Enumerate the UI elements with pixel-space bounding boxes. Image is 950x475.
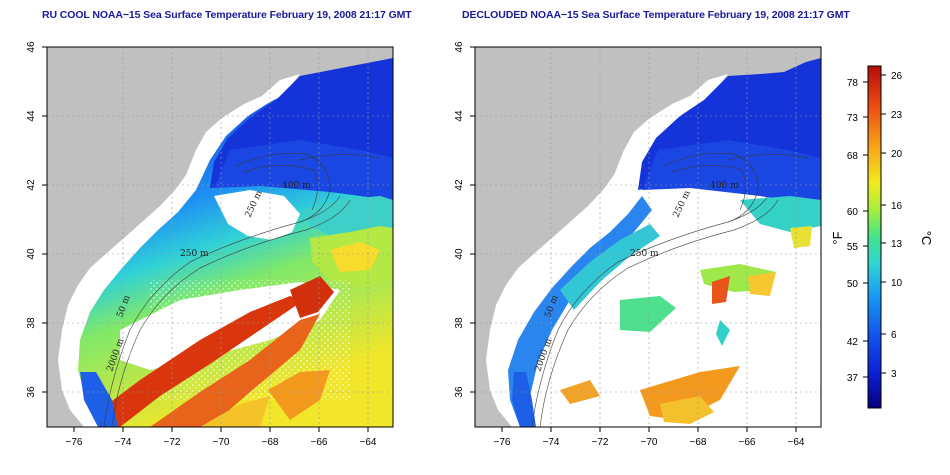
fahrenheit-tick-label: 68	[847, 151, 859, 162]
x-tick-label: −68	[262, 437, 279, 448]
celsius-tick-label: 20	[891, 149, 903, 160]
contour-label: 250 m	[180, 249, 209, 259]
graticule-right	[475, 47, 821, 427]
bathymetry-contours	[531, 152, 809, 427]
y-tick-label: 46	[26, 41, 37, 53]
x-tick-label: −68	[690, 437, 707, 448]
celsius-tick-label: 23	[891, 110, 903, 121]
y-tick-label: 42	[454, 179, 465, 191]
x-tick-label: −66	[739, 437, 756, 448]
x-tick-label: −66	[311, 437, 328, 448]
celsius-tick-label: 6	[891, 330, 897, 341]
x-tick-label: −72	[164, 437, 181, 448]
fahrenheit-tick-label: 50	[847, 279, 859, 290]
x-tick-label: −72	[592, 437, 609, 448]
graticule-left	[47, 47, 393, 427]
y-tick-label: 40	[26, 248, 37, 260]
contour-label: 400 m	[710, 181, 739, 191]
y-tick-label: 44	[454, 110, 465, 122]
bathymetry-contours	[103, 152, 381, 427]
celsius-tick-label: 26	[891, 71, 903, 82]
y-tick-label: 36	[26, 386, 37, 398]
fahrenheit-tick-label: 42	[847, 337, 859, 348]
celsius-tick-label: 10	[891, 278, 903, 289]
x-tick-label: −70	[641, 437, 658, 448]
y-tick-label: 46	[454, 41, 465, 53]
y-tick-label: 38	[26, 317, 37, 329]
x-tick-label: −64	[360, 437, 377, 448]
contour-label: 250 m	[630, 249, 659, 259]
y-tick-label: 38	[454, 317, 465, 329]
panel-left-title: RU COOL NOAA−15 Sea Surface Temperature …	[42, 9, 412, 21]
contour-label: 400 m	[282, 181, 311, 191]
x-tick-label: −76	[494, 437, 511, 448]
celsius-unit-label: °C	[919, 231, 934, 246]
x-tick-label: −76	[66, 437, 83, 448]
y-tick-label: 44	[26, 110, 37, 122]
celsius-tick-label: 13	[891, 239, 903, 250]
y-tick-label: 40	[454, 248, 465, 260]
x-tick-label: −64	[788, 437, 805, 448]
celsius-tick-label: 16	[891, 201, 903, 212]
fahrenheit-tick-label: 60	[847, 207, 859, 218]
fahrenheit-tick-label: 55	[847, 242, 859, 253]
land-area	[47, 47, 393, 427]
fahrenheit-tick-label: 37	[847, 373, 859, 384]
x-tick-label: −74	[115, 437, 132, 448]
x-tick-label: −70	[213, 437, 230, 448]
x-tick-label: −74	[543, 437, 560, 448]
y-tick-label: 36	[454, 386, 465, 398]
celsius-tick-label: 3	[891, 369, 897, 380]
fahrenheit-unit-label: °F	[830, 231, 845, 244]
land-area	[475, 47, 821, 427]
fahrenheit-tick-label: 78	[847, 78, 859, 89]
map-panel-right: 400 m 250 m 250 m 50 m 2000 m −76 −74 −7…	[454, 41, 822, 448]
map-panel-left: 400 m 250 m 250 m 50 m 2000 m −76 −74 −7…	[26, 41, 394, 448]
y-tick-label: 42	[26, 179, 37, 191]
colorbar: 78 73 68 60 55 50 42 37 26 23 20 16 13 1…	[830, 65, 934, 409]
fahrenheit-tick-label: 73	[847, 113, 859, 124]
panel-right-title: DECLOUDED NOAA−15 Sea Surface Temperatur…	[462, 9, 850, 21]
